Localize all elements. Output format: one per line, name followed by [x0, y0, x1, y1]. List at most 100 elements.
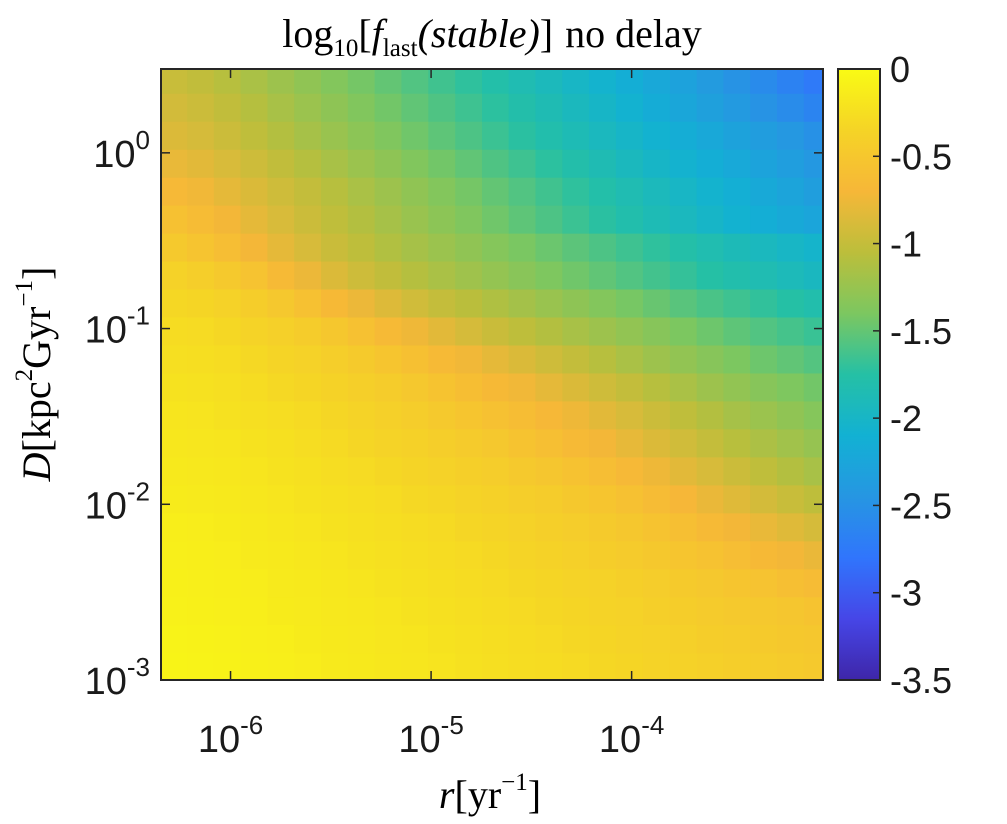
heatmap-cell	[213, 624, 242, 654]
heatmap-cell	[508, 260, 537, 290]
heatmap-cell	[642, 69, 671, 94]
heatmap-cell	[187, 540, 215, 570]
heatmap-cell	[669, 372, 698, 402]
heatmap-cell	[374, 316, 403, 346]
heatmap-cell	[508, 540, 537, 570]
heatmap-cell	[777, 149, 805, 178]
heatmap-cell	[347, 372, 376, 402]
ylabel-symbol: D	[14, 452, 59, 482]
heatmap-cell	[777, 121, 805, 150]
heatmap-cell	[803, 400, 824, 430]
heatmap-cell	[240, 121, 269, 150]
colorbar-tick-label: -1	[890, 224, 922, 265]
heatmap-cell	[187, 121, 215, 150]
heatmap-cell	[455, 456, 483, 486]
heatmap-cell	[803, 484, 824, 514]
heatmap-cell	[455, 568, 483, 598]
heatmap-cell	[213, 512, 242, 542]
heatmap-cell	[696, 121, 724, 150]
heatmap-cell	[481, 624, 510, 654]
heatmap-cell	[347, 540, 376, 570]
heatmap-cell	[777, 69, 805, 94]
heatmap-cell	[347, 344, 376, 374]
heatmap-cell	[321, 540, 349, 570]
heatmap-cell	[267, 177, 295, 206]
heatmap-cell	[374, 596, 403, 626]
heatmap-cell	[213, 400, 242, 430]
heatmap-cell	[240, 233, 269, 262]
heatmap-cell	[535, 177, 563, 206]
heatmap-cell	[669, 624, 698, 654]
heatmap-cell	[589, 177, 617, 206]
heatmap-cell	[803, 316, 824, 346]
heatmap-cell	[803, 260, 824, 290]
heatmap-cell	[481, 121, 510, 150]
heatmap-cell	[455, 652, 483, 681]
heatmap-cell	[213, 652, 242, 681]
heatmap-cell	[562, 288, 590, 318]
heatmap-cell	[294, 93, 322, 122]
colorbar-tick-label: -1.5	[890, 311, 952, 352]
heatmap-cell	[777, 596, 805, 626]
heatmap-cell	[535, 400, 563, 430]
chart-title: log10[flast(stable)] no delay	[282, 11, 701, 62]
heatmap-cell	[642, 428, 671, 458]
heatmap-cell	[401, 93, 429, 122]
heatmap-cell	[642, 512, 671, 542]
heatmap-cell	[803, 652, 824, 681]
heatmap-cell	[777, 344, 805, 374]
heatmap-cell	[642, 121, 671, 150]
heatmap-cell	[589, 344, 617, 374]
colorbar-tick-label: -3.5	[890, 660, 952, 701]
heatmap-cell	[213, 484, 242, 514]
heatmap-cell	[723, 652, 751, 681]
heatmap-cell	[589, 260, 617, 290]
heatmap-cell	[481, 69, 510, 94]
heatmap-cell	[777, 93, 805, 122]
heatmap-cell	[161, 316, 188, 346]
heatmap-cell	[294, 205, 322, 234]
heatmap-cell	[508, 205, 537, 234]
heatmap-cell	[455, 288, 483, 318]
heatmap-cell	[401, 288, 429, 318]
heatmap-cell	[161, 121, 188, 150]
heatmap-cell	[750, 568, 778, 598]
heatmap-cell	[642, 456, 671, 486]
heatmap-cell	[803, 372, 824, 402]
heatmap-cell	[803, 456, 824, 486]
heatmap-cell	[321, 344, 349, 374]
heatmap-cell	[803, 596, 824, 626]
heatmap-cell	[294, 512, 322, 542]
heatmap-cell	[669, 233, 698, 262]
heatmap-cell	[777, 540, 805, 570]
heatmap-cell	[455, 512, 483, 542]
heatmap-cell	[187, 652, 215, 681]
heatmap-cell	[428, 624, 456, 654]
heatmap-cell	[401, 596, 429, 626]
ylabel-unit2: Gyr	[14, 307, 59, 369]
heatmap-cell	[481, 93, 510, 122]
heatmap-cell	[723, 512, 751, 542]
heatmap-cell	[615, 372, 644, 402]
heatmap-cell	[428, 205, 456, 234]
heatmap-cell	[240, 260, 269, 290]
heatmap-cell	[750, 260, 778, 290]
heatmap-cell	[187, 93, 215, 122]
heatmap-cell	[723, 484, 751, 514]
heatmap-cell	[615, 456, 644, 486]
y-tick-exp: -1	[127, 301, 150, 331]
heatmap-cell	[267, 568, 295, 598]
heatmap-cell	[294, 260, 322, 290]
heatmap-cell	[374, 400, 403, 430]
heatmap-cell	[535, 233, 563, 262]
heatmap-cell	[294, 316, 322, 346]
heatmap-cell	[562, 149, 590, 178]
heatmap-cell	[240, 69, 269, 94]
heatmap-cell	[401, 260, 429, 290]
heatmap-cell	[481, 288, 510, 318]
heatmap-cell	[669, 484, 698, 514]
heatmap-cell	[321, 233, 349, 262]
heatmap-cell	[642, 344, 671, 374]
heatmap-cell	[294, 344, 322, 374]
heatmap-cell	[321, 69, 349, 94]
